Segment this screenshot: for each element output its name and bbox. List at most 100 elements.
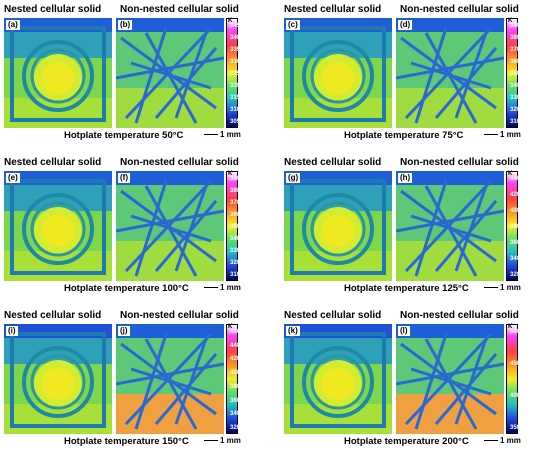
header-non-nested: Non-nested cellular solid (120, 157, 239, 168)
colorbar-tick: 380 (510, 224, 521, 230)
scale-label: 1 mm (220, 436, 241, 445)
colorbar-tick: 420 (230, 356, 241, 363)
colorbar-tick: 370 (230, 200, 241, 206)
panel-label-left: (k) (286, 326, 300, 336)
colorbar-tick: 340 (510, 256, 521, 262)
colorbar-tick: 350 (510, 425, 521, 431)
colorbar-tick: 330 (230, 248, 241, 254)
colorbar-tick: 400 (510, 393, 521, 399)
image-non-nested: (j) (116, 324, 224, 434)
colorbar-tick: 340 (230, 411, 241, 418)
caption: Hotplate temperature 75°C (344, 130, 464, 141)
panel-pair-a: Nested cellular solid Non-nested cellula… (4, 4, 266, 144)
colorbar-tick: 335 (230, 47, 241, 53)
caption: Hotplate temperature 100°C (64, 283, 189, 294)
scale-label: 1 mm (500, 436, 521, 445)
header-non-nested: Non-nested cellular solid (120, 310, 239, 321)
header-non-nested: Non-nested cellular solid (400, 310, 519, 321)
header-non-nested: Non-nested cellular solid (400, 4, 519, 15)
colorbar-tick: 350 (230, 224, 241, 230)
colorbar-tick: 360 (230, 212, 241, 218)
image-nested: (g) (284, 171, 392, 281)
scale-bar: 1 mm (204, 130, 241, 139)
scale-label: 1 mm (500, 130, 521, 139)
thermal-image-non-nested (116, 18, 224, 128)
scale-bar: 1 mm (484, 436, 521, 445)
panel-pair-k: Nested cellular solid Non-nested cellula… (284, 310, 546, 450)
colorbar-tick: 330 (230, 59, 241, 65)
image-non-nested: (f) (116, 171, 224, 281)
panel-label-right: (b) (118, 20, 133, 30)
colorbar-unit: K (228, 171, 233, 177)
colorbar-tick: 330 (510, 95, 521, 101)
caption: Hotplate temperature 50°C (64, 130, 184, 141)
header-nested: Nested cellular solid (284, 4, 382, 15)
colorbar-tick: 320 (510, 107, 521, 113)
thermal-image-non-nested (396, 324, 504, 434)
colorbar-tick: 320 (230, 83, 241, 89)
colorbar-tick: 380 (230, 383, 241, 390)
colorbar (226, 324, 238, 434)
scale-bar: 1 mm (204, 283, 241, 292)
thermal-image-non-nested (396, 171, 504, 281)
colorbar-tick: 390 (510, 23, 521, 29)
colorbar-tick: 370 (510, 47, 521, 53)
colorbar-tick: 440 (230, 342, 241, 349)
panel-label-left: (e) (6, 173, 20, 183)
colorbar-tick: 340 (230, 35, 241, 41)
thermal-image-nested (284, 18, 392, 128)
header-non-nested: Non-nested cellular solid (400, 157, 519, 168)
header-nested: Nested cellular solid (284, 310, 382, 321)
image-non-nested: (l) (396, 324, 504, 434)
colorbar-tick: 500 (510, 329, 521, 335)
panel-label-left: (g) (286, 173, 301, 183)
colorbar-tick: 350 (510, 71, 521, 77)
colorbar-tick: 320 (510, 272, 521, 278)
colorbar (506, 324, 518, 434)
colorbar-tick: 320 (230, 260, 241, 266)
panel-pair-c: Nested cellular solid Non-nested cellula… (284, 4, 546, 144)
colorbar (506, 18, 518, 128)
colorbar-tick: 315 (230, 95, 241, 101)
colorbar-tick: 310 (230, 107, 241, 113)
panel-label-right: (h) (398, 173, 413, 183)
colorbar-tick: 390 (230, 176, 241, 182)
colorbar-tick: 340 (510, 83, 521, 89)
image-nested: (a) (4, 18, 112, 128)
colorbar-tick: 340 (230, 236, 241, 242)
colorbar-tick: 420 (510, 192, 521, 198)
caption: Hotplate temperature 125°C (344, 283, 469, 294)
scale-label: 1 mm (220, 283, 241, 292)
colorbar-tick: 450 (230, 329, 241, 335)
panel-label-right: (d) (398, 20, 413, 30)
colorbar-tick: 440 (510, 176, 521, 182)
colorbar-tick: 320 (230, 425, 241, 431)
header-nested: Nested cellular solid (4, 4, 102, 15)
colorbar-tick: 400 (230, 370, 241, 377)
panel-pair-e: Nested cellular solid Non-nested cellula… (4, 157, 266, 297)
colorbar-tick: 360 (510, 59, 521, 65)
thermal-image-non-nested (116, 171, 224, 281)
header-nested: Nested cellular solid (4, 310, 102, 321)
thermal-image-nested (4, 18, 112, 128)
thermal-image-nested (4, 171, 112, 281)
image-non-nested: (d) (396, 18, 504, 128)
panel-pair-i: Nested cellular solid Non-nested cellula… (4, 310, 266, 450)
colorbar-tick: 325 (230, 71, 241, 77)
scale-bar: 1 mm (484, 130, 521, 139)
header-nested: Nested cellular solid (4, 157, 102, 168)
panel-label-right: (j) (118, 326, 130, 336)
colorbar-tick: 360 (230, 397, 241, 404)
panel-label-right: (l) (398, 326, 410, 336)
scale-bar: 1 mm (484, 283, 521, 292)
caption: Hotplate temperature 150°C (64, 436, 189, 447)
thermal-image-non-nested (116, 324, 224, 434)
colorbar-unit: K (508, 324, 513, 330)
panel-label-left: (i) (6, 326, 18, 336)
colorbar-tick: 380 (230, 188, 241, 194)
header-non-nested: Non-nested cellular solid (120, 4, 239, 15)
panel-label-left: (a) (6, 20, 20, 30)
scale-bar: 1 mm (204, 436, 241, 445)
colorbar (226, 171, 238, 281)
panel-label-right: (f) (118, 173, 130, 183)
